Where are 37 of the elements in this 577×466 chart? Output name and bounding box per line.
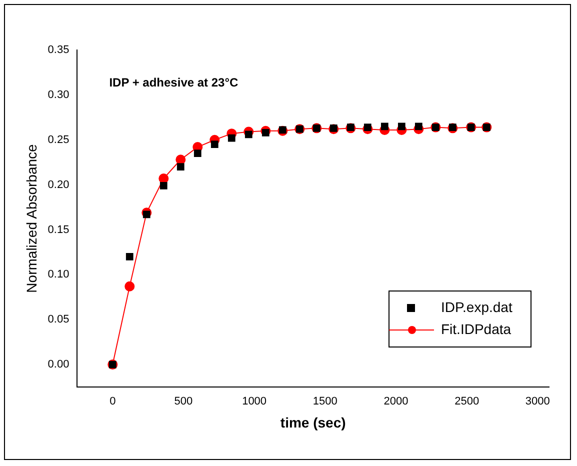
point [244, 130, 252, 138]
point [176, 163, 184, 171]
x-tick-label: 500 [174, 396, 193, 408]
point [194, 150, 202, 158]
y-axis-title: Normalized Absorbance [23, 144, 40, 293]
legend-label: IDP.exp.dat [441, 298, 512, 315]
y-tick-label: 0.05 [48, 314, 70, 326]
text: IDP + adhesive at 23°C [109, 75, 239, 90]
x-tick-label: 3000 [525, 396, 550, 408]
y-tick-label: 0.15 [48, 224, 70, 236]
x-tick-label: 2000 [384, 396, 408, 408]
point [346, 124, 354, 131]
point [142, 210, 150, 218]
y-tick-label: 0.10 [48, 268, 70, 281]
point [448, 124, 456, 131]
x-axis-title: time (sec) [280, 414, 346, 430]
x-tick-label: 2500 [454, 396, 480, 408]
x-tick-label: 0 [110, 396, 116, 408]
point [414, 122, 422, 130]
point [398, 122, 406, 130]
point [210, 140, 218, 148]
point [124, 281, 135, 292]
y-tick-label: 0.30 [48, 88, 70, 101]
y-tick-label: 0.00 [48, 358, 70, 371]
point [330, 124, 338, 132]
x-tick-label: 1000 [242, 396, 267, 408]
legend-label: Fit.IDPdata [441, 320, 512, 337]
y-tick-label: 0.25 [48, 134, 70, 146]
point [228, 134, 236, 142]
y-tick-label: 0.20 [48, 178, 70, 191]
point [364, 124, 372, 131]
y-tick-label: 0.35 [48, 44, 70, 56]
point [262, 128, 270, 136]
x-tick-label: 1500 [312, 396, 338, 408]
point [126, 253, 134, 260]
point [160, 182, 168, 190]
point [380, 122, 388, 130]
